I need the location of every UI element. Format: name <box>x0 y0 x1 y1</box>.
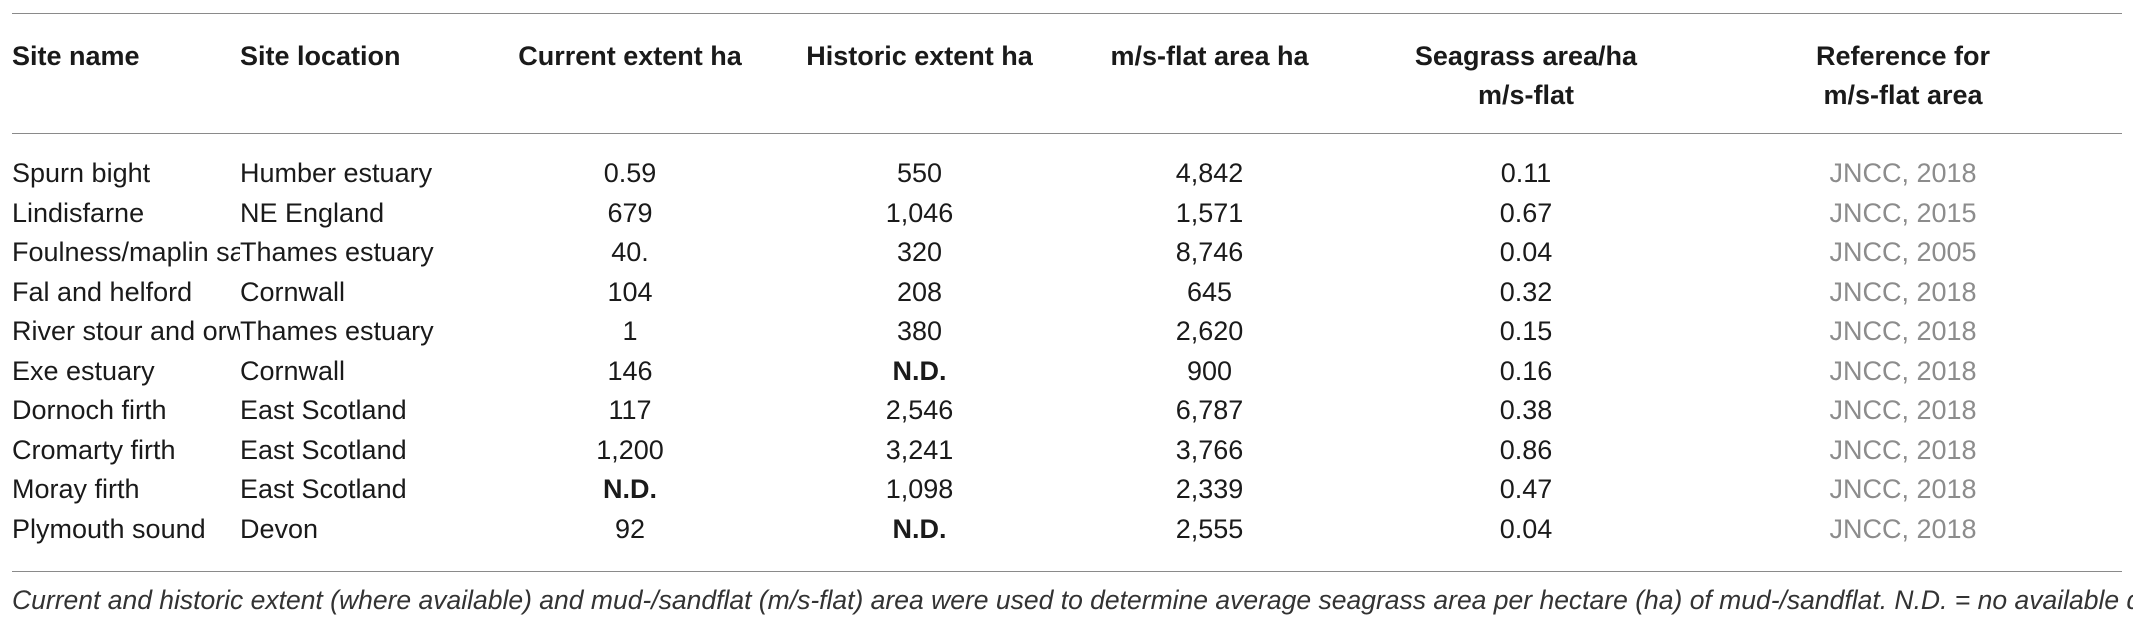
header-site-location: Site location <box>240 41 401 71</box>
cell-historic-extent: 2,546 <box>885 395 954 425</box>
header-site-name: Site name <box>12 41 140 71</box>
cell-reference: JNCC, 2018 <box>1829 158 1977 188</box>
cell-site-location: Thames estuary <box>240 316 434 346</box>
top-rule <box>12 13 2122 14</box>
cell-reference: JNCC, 2005 <box>1829 237 1977 267</box>
cell-current-extent: 1 <box>622 316 638 346</box>
cell-reference: JNCC, 2018 <box>1829 316 1977 346</box>
table-row: Plymouth sound Devon 92 N.D. 2,555 0.04 … <box>12 510 2122 550</box>
cell-site-name: Exe estuary <box>12 355 155 386</box>
table-row: Fal and helford Cornwall 104 208 645 0.3… <box>12 273 2122 313</box>
cell-reference: JNCC, 2015 <box>1829 197 1977 228</box>
cell-site-location: NE England <box>240 197 385 228</box>
cell-site-location: Thames estuary <box>240 237 434 267</box>
table-row: Foulness/maplin sands Thames estuary 40.… <box>12 233 2122 273</box>
cell-seagrass-ratio: 0.04 <box>1499 237 1553 267</box>
cell-reference: JNCC, 2018 <box>1829 395 1977 425</box>
bottom-rule <box>12 571 2122 572</box>
table-row: Lindisfarne NE England 679 1,046 1,571 0… <box>12 194 2122 234</box>
cell-seagrass-ratio: 0.47 <box>1499 474 1553 504</box>
cell-reference: JNCC, 2018 <box>1829 513 1977 544</box>
cell-historic-extent: 3,241 <box>885 434 954 465</box>
cell-msflat-area: 900 <box>1186 355 1233 386</box>
cell-site-name: Fal and helford <box>12 276 193 307</box>
header-seagrass-ratio-line1: Seagrass area/ha <box>1414 41 1638 71</box>
cell-current-extent: 146 <box>607 355 653 386</box>
cell-current-extent: 40. <box>611 237 649 267</box>
cell-current-extent: N.D. <box>603 474 657 504</box>
cell-msflat-area: 2,555 <box>1175 513 1244 544</box>
cell-site-location: East Scotland <box>240 434 407 465</box>
cell-reference: JNCC, 2018 <box>1829 434 1977 465</box>
header-reference: Reference for m/s-flat area <box>1684 14 2122 133</box>
cell-historic-extent: N.D. <box>892 355 947 386</box>
header-msflat-area: m/s-flat area ha <box>1110 41 1309 71</box>
cell-site-name: River stour and orwell <box>12 316 240 346</box>
cell-historic-extent: 380 <box>896 316 943 346</box>
table-body: Spurn bight Humber estuary 0.59 550 4,84… <box>12 133 2122 549</box>
seagrass-table: Site name Site location Current extent h… <box>12 14 2122 549</box>
header-historic-extent: Historic extent ha <box>806 41 1033 71</box>
cell-reference: JNCC, 2018 <box>1829 355 1977 386</box>
cell-seagrass-ratio: 0.38 <box>1499 395 1553 425</box>
header-row: Site name Site location Current extent h… <box>12 14 2122 133</box>
cell-seagrass-ratio: 0.67 <box>1499 197 1553 228</box>
cell-site-name: Spurn bight <box>12 158 151 188</box>
table-row: Dornoch firth East Scotland 117 2,546 6,… <box>12 391 2122 431</box>
table-row: Cromarty firth East Scotland 1,200 3,241… <box>12 431 2122 471</box>
cell-current-extent: 117 <box>608 395 652 425</box>
cell-historic-extent: N.D. <box>892 513 947 544</box>
cell-site-name: Dornoch firth <box>12 395 167 425</box>
cell-historic-extent: 208 <box>896 276 943 307</box>
cell-site-location: Cornwall <box>240 355 346 386</box>
cell-current-extent: 0.59 <box>603 158 657 188</box>
cell-reference: JNCC, 2018 <box>1829 276 1977 307</box>
cell-seagrass-ratio: 0.86 <box>1499 434 1553 465</box>
cell-msflat-area: 2,620 <box>1175 316 1244 346</box>
cell-msflat-area: 2,339 <box>1175 474 1244 504</box>
cell-seagrass-ratio: 0.11 <box>1500 158 1552 188</box>
cell-historic-extent: 1,098 <box>885 474 954 504</box>
header-seagrass-ratio: Seagrass area/ha m/s-flat <box>1368 14 1684 133</box>
table-footnote: Current and historic extent (where avail… <box>12 585 2133 615</box>
cell-seagrass-ratio: 0.04 <box>1499 513 1553 544</box>
cell-historic-extent: 1,046 <box>885 197 954 228</box>
table-row: River stour and orwell Thames estuary 1 … <box>12 312 2122 352</box>
table-row: Moray firth East Scotland N.D. 1,098 2,3… <box>12 470 2122 510</box>
cell-msflat-area: 3,766 <box>1175 434 1244 465</box>
header-reference-line1: Reference for <box>1815 41 1991 71</box>
cell-historic-extent: 320 <box>896 237 943 267</box>
cell-site-location: Devon <box>240 513 319 544</box>
cell-reference: JNCC, 2018 <box>1829 474 1977 504</box>
cell-site-name: Plymouth sound <box>12 513 206 544</box>
cell-msflat-area: 6,787 <box>1175 395 1244 425</box>
header-reference-line2: m/s-flat area <box>1823 80 1983 110</box>
cell-msflat-area: 645 <box>1186 276 1233 307</box>
cell-current-extent: 1,200 <box>596 434 664 465</box>
cell-site-name: Lindisfarne <box>12 197 145 228</box>
header-seagrass-ratio-line2: m/s-flat <box>1477 80 1575 110</box>
cell-msflat-area: 8,746 <box>1175 237 1244 267</box>
cell-seagrass-ratio: 0.32 <box>1499 276 1553 307</box>
cell-site-location: Humber estuary <box>240 158 433 188</box>
cell-current-extent: 679 <box>607 197 653 228</box>
cell-current-extent: 92 <box>614 513 646 544</box>
cell-current-extent: 104 <box>607 276 653 307</box>
table-row: Exe estuary Cornwall 146 N.D. 900 0.16 J… <box>12 352 2122 392</box>
cell-site-location: East Scotland <box>240 395 407 425</box>
cell-site-name: Cromarty firth <box>12 434 176 465</box>
cell-site-name: Moray firth <box>12 474 140 504</box>
header-current-extent: Current extent ha <box>518 41 742 71</box>
cell-msflat-area: 4,842 <box>1175 158 1244 188</box>
cell-msflat-area: 1,571 <box>1175 197 1244 228</box>
table-row: Spurn bight Humber estuary 0.59 550 4,84… <box>12 133 2122 194</box>
cell-seagrass-ratio: 0.16 <box>1499 355 1553 386</box>
header-rule <box>12 133 2122 134</box>
cell-historic-extent: 550 <box>896 158 943 188</box>
cell-site-location: East Scotland <box>240 474 407 504</box>
cell-seagrass-ratio: 0.15 <box>1499 316 1553 346</box>
cell-site-location: Cornwall <box>240 276 346 307</box>
cell-site-name: Foulness/maplin sands <box>12 237 240 267</box>
